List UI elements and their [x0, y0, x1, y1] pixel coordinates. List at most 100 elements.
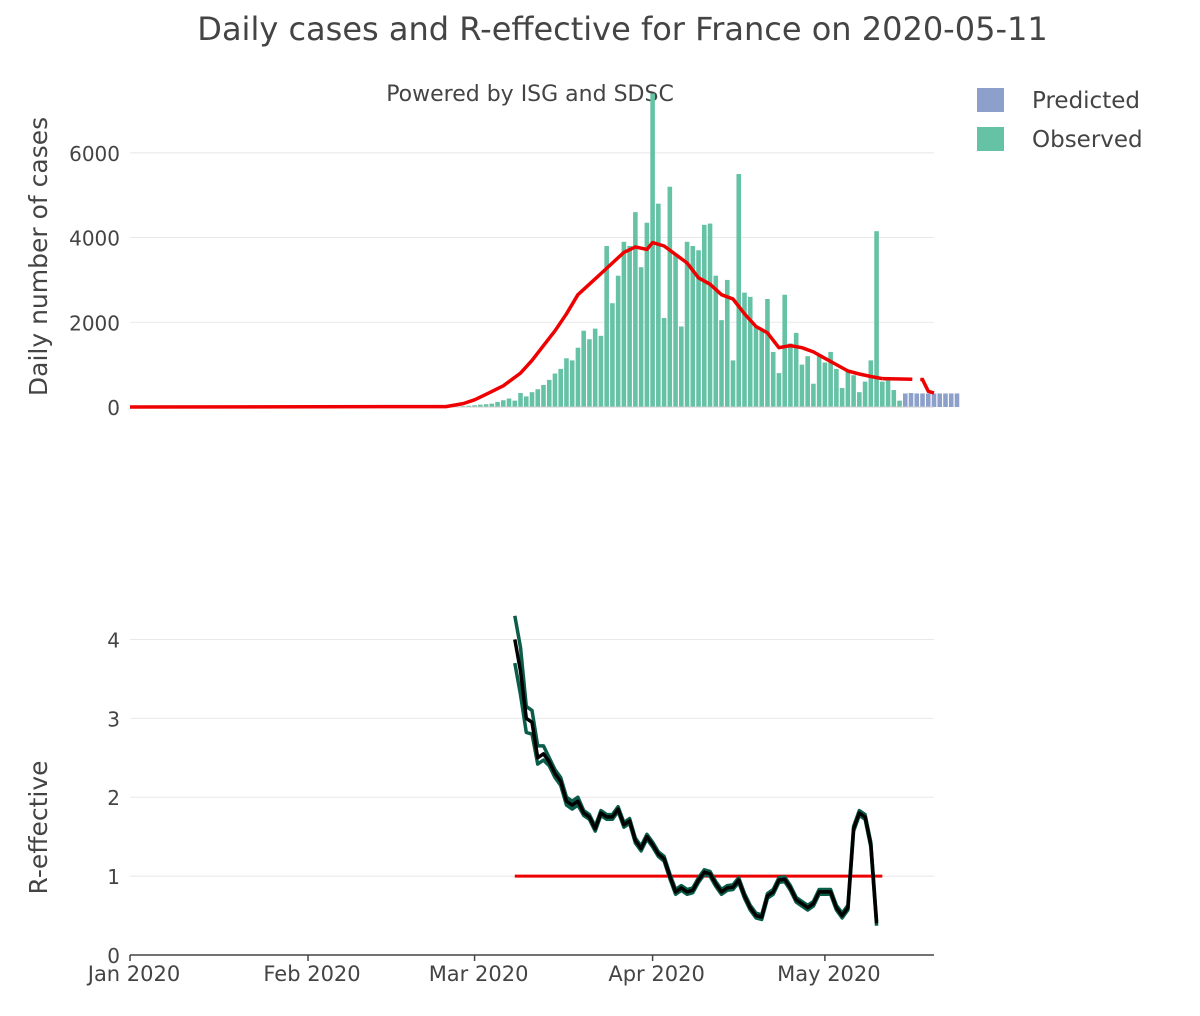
observed-bar — [621, 241, 627, 407]
r-effective-line — [513, 639, 879, 924]
observed-bar — [592, 328, 598, 407]
observed-bar — [587, 339, 592, 407]
predicted-bar — [937, 393, 943, 407]
observed-bar — [500, 400, 506, 407]
predicted-bar — [920, 393, 925, 407]
observed-bar — [696, 250, 701, 407]
smoothed-line — [129, 240, 883, 409]
observed-bar — [874, 231, 879, 407]
observed-bar — [719, 320, 724, 407]
observed-bar — [673, 254, 678, 407]
observed-bar — [495, 401, 500, 407]
observed-bar — [684, 241, 690, 407]
y-tick-label: 1 — [107, 865, 120, 889]
observed-bar — [679, 326, 684, 407]
observed-bar — [529, 392, 535, 407]
observed-bar — [523, 396, 529, 407]
observed-bar — [466, 405, 472, 407]
y-tick-label: 6000 — [69, 142, 120, 166]
observed-bar — [506, 398, 512, 407]
observed-bar — [546, 379, 552, 407]
observed-bar — [598, 335, 604, 407]
predicted-bar — [925, 393, 931, 407]
y-tick-label: 0 — [107, 396, 120, 420]
observed-bar — [713, 275, 719, 407]
predicted-bar — [908, 393, 914, 407]
observed-bar — [667, 186, 673, 407]
predicted-bar — [931, 393, 937, 407]
legend-label-observed: Observed — [1032, 127, 1143, 153]
observed-bar — [862, 381, 868, 407]
y-tick-label: 4 — [107, 628, 120, 652]
observed-bar — [478, 404, 483, 407]
chart-subtitle: Powered by ISG and SDSC — [386, 82, 674, 107]
observed-bar — [799, 364, 805, 407]
observed-bar — [845, 370, 851, 407]
observed-bar — [610, 303, 615, 407]
observed-bar — [839, 387, 845, 407]
observed-bar — [575, 347, 581, 407]
observed-bar — [541, 384, 546, 407]
observed-bar — [753, 326, 759, 407]
observed-bar — [707, 223, 713, 407]
y-tick-label: 2000 — [69, 311, 120, 335]
observed-bar — [627, 246, 632, 407]
observed-bar — [822, 362, 828, 407]
smoothed-line-projection — [882, 376, 935, 395]
y-tick-label: 4000 — [69, 227, 120, 251]
predicted-bar — [948, 393, 954, 407]
predicted-bar — [943, 393, 948, 407]
y-tick-label: 3 — [107, 707, 120, 731]
observed-bar — [472, 405, 477, 407]
x-tick-label: Mar 2020 — [429, 962, 529, 986]
observed-bar — [834, 368, 839, 407]
observed-bar — [633, 212, 638, 407]
observed-bar — [489, 403, 495, 407]
x-tick-label: Feb 2020 — [263, 962, 360, 986]
observed-bar — [638, 267, 644, 407]
observed-bar — [558, 368, 564, 407]
observed-bar — [483, 404, 489, 407]
observed-bar — [857, 392, 862, 407]
predicted-bar — [954, 393, 960, 407]
observed-bar — [782, 294, 787, 407]
observed-bar — [851, 375, 856, 407]
r-effective-panel: 0 1 2 3 4 R-effective Jan 2020 Feb 2020 Mar 2020… — [24, 615, 934, 986]
y-tick-label: 2 — [107, 786, 120, 810]
x-tick-label: May 2020 — [777, 962, 881, 986]
observed-bar — [656, 203, 661, 407]
observed-bar — [816, 356, 822, 407]
observed-bar — [880, 381, 885, 407]
observed-bar — [644, 222, 650, 407]
observed-bar — [650, 93, 655, 408]
observed-bar — [891, 390, 897, 407]
observed-bar — [868, 360, 874, 407]
observed-bar — [535, 389, 541, 407]
observed-bar — [569, 360, 575, 407]
observed-bar — [512, 400, 518, 407]
observed-bar — [897, 400, 902, 407]
observed-bar — [765, 298, 770, 407]
predicted-bar — [914, 393, 920, 407]
observed-bar — [742, 292, 747, 407]
observed-bar — [604, 246, 609, 407]
observed-bar — [552, 373, 558, 407]
observed-bar — [581, 330, 586, 407]
observed-bar — [885, 379, 891, 407]
x-tick-label: Apr 2020 — [608, 962, 704, 986]
observed-bar — [701, 224, 707, 407]
x-tick-label: Jan 2020 — [86, 962, 181, 986]
observed-bar — [730, 360, 736, 407]
predicted-bar — [902, 393, 908, 407]
y-axis-label: R-effective — [24, 760, 53, 894]
observed-bar — [759, 330, 765, 407]
observed-bar — [770, 351, 776, 407]
observed-bar — [661, 318, 667, 407]
legend-label-predicted: Predicted — [1032, 88, 1140, 114]
y-axis-label: Daily number of cases — [24, 117, 53, 396]
observed-bar — [793, 332, 799, 407]
observed-bar — [788, 343, 793, 407]
y-tick-label: 0 — [107, 944, 120, 968]
chart-title: Daily cases and R-effective for France o… — [197, 10, 1048, 48]
